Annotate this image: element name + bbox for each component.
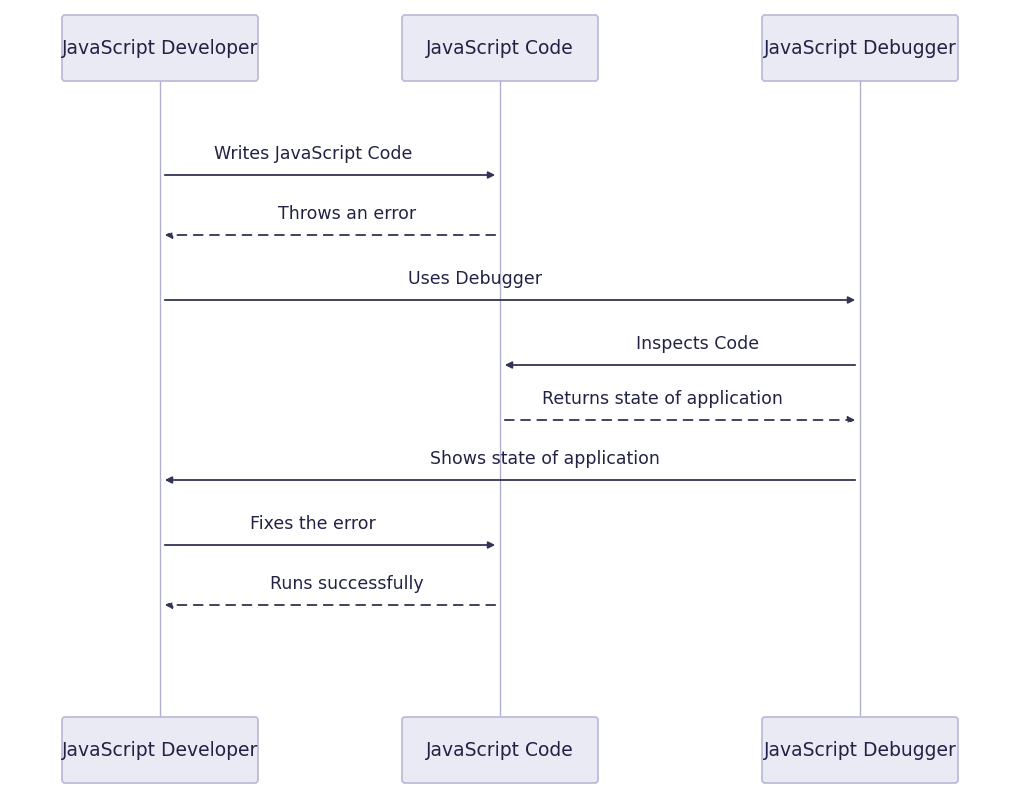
FancyBboxPatch shape xyxy=(62,15,258,81)
FancyBboxPatch shape xyxy=(762,15,958,81)
Text: Shows state of application: Shows state of application xyxy=(430,450,659,468)
Text: Writes JavaScript Code: Writes JavaScript Code xyxy=(214,145,413,163)
Text: JavaScript Developer: JavaScript Developer xyxy=(61,38,258,57)
Text: JavaScript Debugger: JavaScript Debugger xyxy=(764,38,956,57)
Text: JavaScript Developer: JavaScript Developer xyxy=(61,740,258,760)
Text: Inspects Code: Inspects Code xyxy=(637,335,760,353)
Text: Runs successfully: Runs successfully xyxy=(270,575,424,593)
Text: Throws an error: Throws an error xyxy=(278,205,416,223)
Text: Uses Debugger: Uses Debugger xyxy=(408,270,542,288)
Text: JavaScript Debugger: JavaScript Debugger xyxy=(764,740,956,760)
FancyBboxPatch shape xyxy=(762,717,958,783)
Text: Returns state of application: Returns state of application xyxy=(542,390,782,408)
FancyBboxPatch shape xyxy=(402,15,598,81)
Text: JavaScript Code: JavaScript Code xyxy=(426,740,573,760)
FancyBboxPatch shape xyxy=(62,717,258,783)
Text: JavaScript Code: JavaScript Code xyxy=(426,38,573,57)
Text: Fixes the error: Fixes the error xyxy=(250,515,376,533)
FancyBboxPatch shape xyxy=(402,717,598,783)
